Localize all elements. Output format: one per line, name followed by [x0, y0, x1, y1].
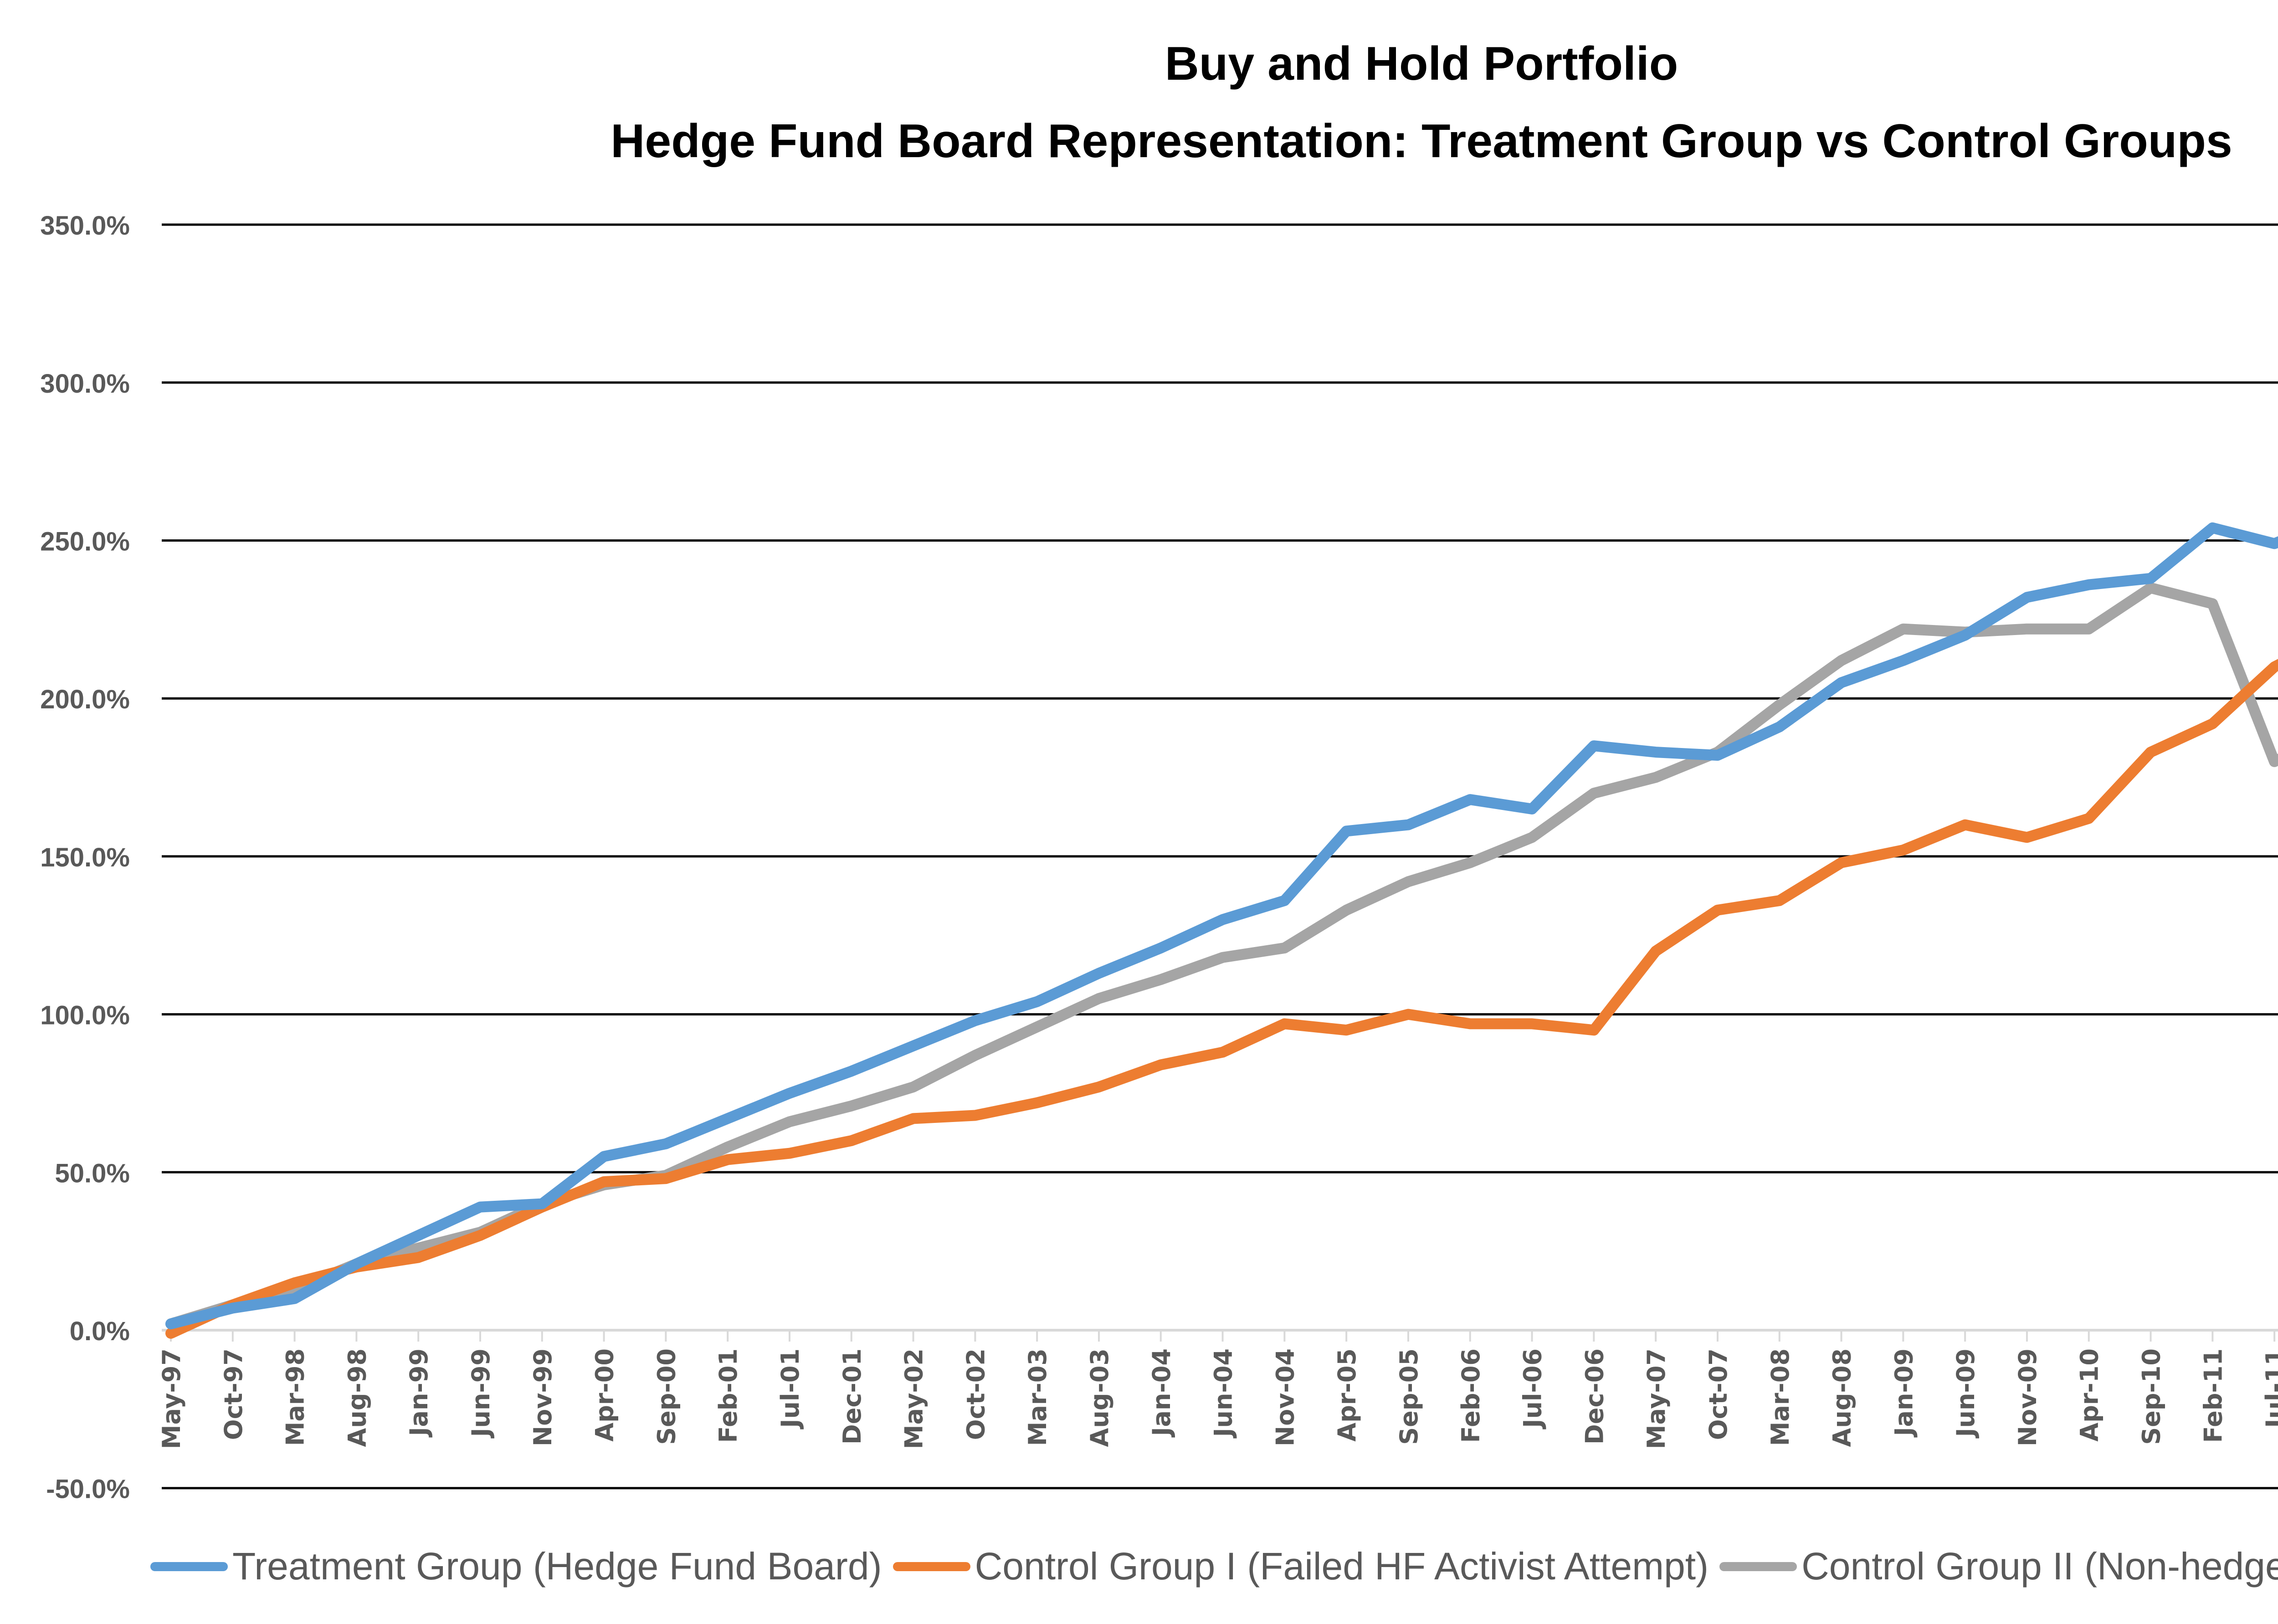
x-tick-label: Feb-06: [1457, 1348, 1485, 1443]
x-tick-label: Sep-05: [1395, 1348, 1423, 1445]
x-tick-label: Aug-08: [1828, 1348, 1857, 1447]
x-tick-label: Jun-99: [467, 1348, 495, 1439]
series-lines: [165, 522, 2278, 1339]
x-tick-label: Mar-08: [1766, 1348, 1795, 1446]
legend-swatch-control-1: [893, 1562, 970, 1571]
x-tick-label: Jul-06: [1519, 1348, 1547, 1430]
x-tick-label: Jan-04: [1147, 1348, 1176, 1438]
x-tick-label: Jan-99: [405, 1348, 433, 1438]
y-axis-ticks: -50.0% 0.0% 50.0% 100.0% 150.0% 200.0% 250.0% 3…: [40, 211, 130, 1504]
x-tick-label: Sep-00: [652, 1348, 681, 1445]
x-tick-label: Mar-98: [281, 1348, 310, 1446]
legend-item: Treatment Group (Hedge Fund Board): [150, 1544, 882, 1588]
legend-item: Control Group II (Non-hedge Fund Board): [1719, 1544, 2278, 1588]
y-tick-label: 250.0%: [40, 527, 130, 557]
y-tick-label: 300.0%: [40, 369, 130, 399]
x-tick-label: Jun-04: [1209, 1348, 1238, 1439]
x-tick-label: Aug-98: [343, 1348, 371, 1447]
legend-swatch-treatment: [150, 1562, 228, 1571]
y-tick-label: -50.0%: [46, 1475, 130, 1504]
legend-label: Control Group I (Failed HF Activist Atte…: [975, 1545, 1709, 1588]
x-tick-label: Sep-10: [2137, 1348, 2166, 1445]
x-tick-label: Mar-03: [1023, 1348, 1052, 1446]
x-tick-label: Nov-04: [1271, 1348, 1299, 1446]
x-tick-label: Jul-01: [776, 1348, 805, 1430]
x-tick-label: Feb-11: [2199, 1348, 2227, 1443]
x-tick-label: Nov-99: [528, 1348, 557, 1446]
legend-swatch-control-2: [1719, 1562, 1797, 1571]
x-tick-label: Feb-01: [714, 1348, 743, 1443]
x-tick-label: Jun-09: [1951, 1348, 1980, 1439]
legend-label: Treatment Group (Hedge Fund Board): [232, 1545, 882, 1588]
gridlines: [162, 223, 2278, 1490]
legend-item: Control Group I (Failed HF Activist Atte…: [893, 1544, 1709, 1588]
x-tick-label: May-97: [157, 1348, 186, 1449]
x-tick-label: Oct-07: [1704, 1348, 1733, 1440]
x-tick-label: Dec-01: [838, 1348, 867, 1445]
x-tick-label: Apr-00: [590, 1348, 619, 1442]
x-tick-label: Aug-03: [1085, 1348, 1114, 1447]
x-tick-label: May-07: [1642, 1348, 1671, 1449]
legend-label: Control Group II (Non-hedge Fund Board): [1801, 1545, 2278, 1588]
chart-title: Buy and Hold Portfolio: [1165, 37, 1678, 90]
series-line-1: [165, 659, 2278, 1339]
y-tick-label: 150.0%: [40, 843, 130, 872]
y-tick-label: 0.0%: [70, 1317, 130, 1346]
x-axis: May-97 Oct-97 Mar-98 Aug-98 Jan-99 Jun-99 Nov-…: [157, 1329, 2278, 1449]
chart-subtitle: Hedge Fund Board Representation: Treatme…: [611, 115, 2232, 168]
x-tick-label: Dec-06: [1580, 1348, 1609, 1445]
x-tick-label: Oct-97: [219, 1348, 248, 1440]
x-tick-label: Jul-11: [2261, 1348, 2278, 1430]
series-line-0: [165, 522, 2278, 1330]
x-tick-label: Oct-02: [961, 1348, 990, 1440]
y-tick-label: 50.0%: [55, 1158, 130, 1188]
x-tick-label: Nov-09: [2013, 1348, 2042, 1446]
x-tick-label: Apr-05: [1333, 1348, 1361, 1442]
legend: Treatment Group (Hedge Fund Board) Contr…: [150, 1544, 2278, 1588]
series-line-2: [165, 582, 2278, 1330]
y-tick-label: 350.0%: [40, 211, 130, 241]
x-tick-label: Apr-10: [2075, 1348, 2104, 1442]
y-tick-label: 200.0%: [40, 685, 130, 714]
x-tick-label: May-02: [900, 1348, 929, 1449]
x-tick-label: Jan-09: [1889, 1348, 1918, 1438]
y-tick-label: 100.0%: [40, 1001, 130, 1030]
